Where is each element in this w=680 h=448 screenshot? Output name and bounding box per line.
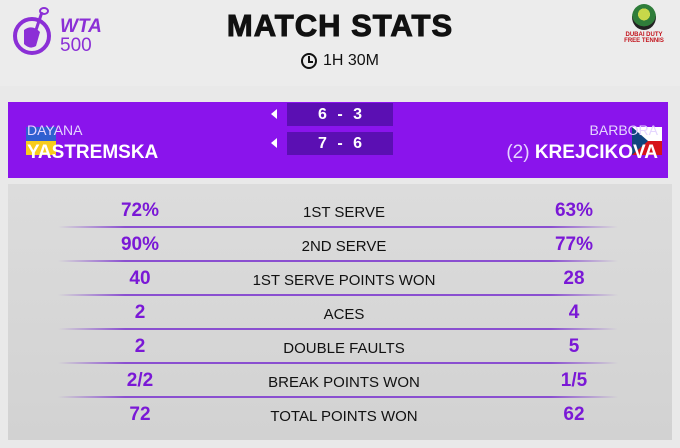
stat-row: 72 TOTAL POINTS WON 62 xyxy=(8,398,672,432)
stat-row: 40 1ST SERVE POINTS WON 28 xyxy=(8,262,672,296)
stat-label: BREAK POINTS WON xyxy=(268,374,420,391)
wta-player-icon xyxy=(13,7,51,55)
logo-tier: 500 xyxy=(60,35,92,56)
set-winner-arrow-icon xyxy=(271,109,277,119)
stat-label: TOTAL POINTS WON xyxy=(270,408,418,425)
player1-value: 72 xyxy=(129,404,151,425)
stat-label: 1ST SERVE xyxy=(303,204,385,221)
player2-value: 77% xyxy=(554,234,594,255)
match-duration: 1H 30M xyxy=(0,52,680,70)
clock-icon xyxy=(300,53,317,69)
stat-label: DOUBLE FAULTS xyxy=(283,340,405,357)
sponsor-text: DUBAI DUTY FREE TENNIS xyxy=(624,32,664,44)
player1-value: 2 xyxy=(134,302,146,323)
row-divider xyxy=(58,362,618,364)
player1-value: 40 xyxy=(129,268,151,289)
stat-label: 1ST SERVE POINTS WON xyxy=(252,272,436,289)
player1-last-name: YASTREMSKA xyxy=(27,142,159,163)
stat-row: 2 DOUBLE FAULTS 5 xyxy=(8,330,672,364)
sponsor-emblem-icon xyxy=(632,4,656,30)
set-winner-arrow-icon xyxy=(271,138,277,148)
player2-value: 1/5 xyxy=(560,370,588,391)
player1-value: 2 xyxy=(134,336,146,357)
player1-value: 90% xyxy=(120,234,160,255)
player2-name: (2) KREJCIKOVA xyxy=(506,142,658,164)
czech-flag-icon xyxy=(632,127,662,155)
stat-row: 2/2 BREAK POINTS WON 1/5 xyxy=(8,364,672,398)
player2-seed: (2) xyxy=(506,142,530,163)
set-score: 6 - 3 xyxy=(287,103,393,126)
player1-first-name: DAYANA xyxy=(27,122,83,138)
player2-value: 28 xyxy=(563,268,585,289)
row-divider xyxy=(58,260,618,262)
ukraine-flag-icon xyxy=(26,127,56,155)
player1-value: 2/2 xyxy=(126,370,154,391)
set-score: 7 - 6 xyxy=(287,132,393,155)
stat-label: 2ND SERVE xyxy=(301,238,387,255)
player2-first-name: BARBORA xyxy=(589,122,658,138)
row-divider xyxy=(58,328,618,330)
stats-panel: 72% 1ST SERVE 63% 90% 2ND SERVE 77% 40 1ST SE… xyxy=(8,184,672,440)
player2-last-name: KREJCIKOVA xyxy=(534,142,658,163)
stat-row: 2 ACES 4 xyxy=(8,296,672,330)
wta-logo: WTA 500 xyxy=(12,6,102,66)
duration-text: 1H 30M xyxy=(322,52,380,69)
row-divider xyxy=(58,396,618,398)
row-divider xyxy=(58,226,618,228)
stat-row: 72% 1ST SERVE 63% xyxy=(8,194,672,228)
header: WTA 500 MATCH STATS 1H 30M DUBAI DUTY FR… xyxy=(0,0,680,86)
stat-label: ACES xyxy=(323,306,365,323)
sponsor-logo: DUBAI DUTY FREE TENNIS xyxy=(624,4,664,64)
player2-value: 62 xyxy=(563,404,585,425)
stat-row: 90% 2ND SERVE 77% xyxy=(8,228,672,262)
player1-value: 72% xyxy=(120,200,160,221)
logo-text: WTA xyxy=(60,16,102,37)
row-divider xyxy=(58,294,618,296)
player2-value: 63% xyxy=(554,200,594,221)
page-title: MATCH STATS xyxy=(226,8,454,44)
player2-value: 4 xyxy=(568,302,580,323)
player2-value: 5 xyxy=(568,336,580,357)
